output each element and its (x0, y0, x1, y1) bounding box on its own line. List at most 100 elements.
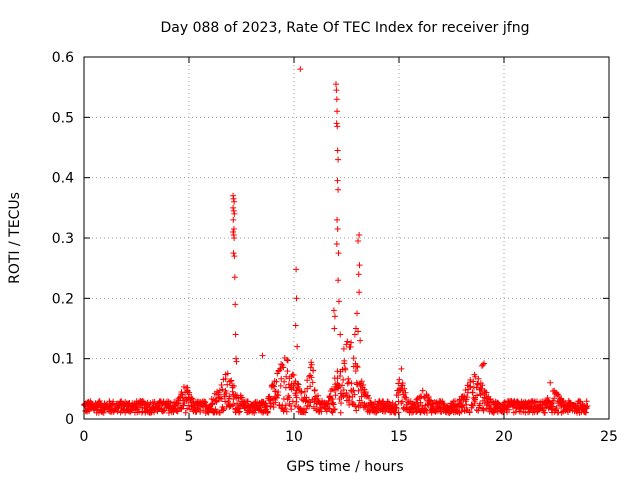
data-point (373, 408, 380, 415)
data-point (494, 400, 501, 407)
data-point (355, 328, 362, 335)
data-point (360, 382, 367, 389)
data-point (352, 360, 359, 367)
data-point (393, 404, 400, 411)
data-point (280, 364, 287, 371)
x-tick-label: 0 (80, 429, 89, 445)
data-point (209, 401, 216, 408)
data-point (283, 373, 290, 380)
data-point (230, 383, 237, 390)
data-point (340, 345, 347, 352)
data-point (270, 383, 277, 390)
data-point (100, 409, 107, 416)
data-point (334, 108, 341, 115)
data-point (345, 397, 352, 404)
data-point (491, 408, 498, 415)
data-point (451, 398, 458, 405)
data-point (281, 378, 288, 385)
data-point (333, 241, 340, 248)
data-point (364, 392, 371, 399)
data-point (342, 366, 349, 373)
data-point (220, 407, 227, 414)
data-point (463, 401, 470, 408)
data-point (439, 398, 446, 405)
data-point (330, 401, 337, 408)
data-point (282, 402, 289, 409)
data-point (334, 225, 341, 232)
x-tick-label: 25 (600, 429, 618, 445)
chart-title: Day 088 of 2023, Rate Of TEC Index for r… (161, 20, 530, 36)
data-point (230, 195, 237, 202)
data-point (460, 393, 467, 400)
y-tick-label: 0.4 (52, 171, 74, 187)
data-point (396, 376, 403, 383)
data-point (351, 331, 358, 338)
data-point (270, 382, 277, 389)
x-tick-label: 20 (495, 429, 513, 445)
data-point (355, 238, 362, 245)
data-point (356, 289, 363, 296)
data-point (186, 389, 193, 396)
data-point (231, 198, 238, 205)
data-point (213, 398, 220, 405)
data-point (188, 395, 195, 402)
data-point (332, 392, 339, 399)
data-point (343, 341, 350, 348)
data-point (584, 403, 591, 410)
data-point (218, 382, 225, 389)
data-point (422, 406, 429, 413)
data-point (183, 397, 190, 404)
data-point (246, 408, 253, 415)
data-point (343, 389, 350, 396)
x-axis-title: GPS time / hours (286, 459, 403, 475)
data-point (331, 313, 338, 320)
data-point (216, 394, 223, 401)
data-point (334, 381, 341, 388)
data-point (483, 389, 490, 396)
data-point (399, 380, 406, 387)
data-point (283, 408, 290, 415)
data-point (306, 403, 313, 410)
data-point (197, 409, 204, 416)
data-point (230, 216, 237, 223)
data-point (302, 409, 309, 416)
data-point (244, 398, 251, 405)
data-point (230, 207, 237, 214)
data-point (356, 231, 363, 238)
data-point (470, 378, 477, 385)
data-point (330, 407, 337, 414)
data-point (304, 377, 311, 384)
data-point (478, 362, 485, 369)
data-point (347, 343, 354, 350)
data-point (288, 406, 295, 413)
data-point (218, 395, 225, 402)
data-point (352, 325, 359, 332)
data-point (355, 387, 362, 394)
data-point (135, 406, 142, 413)
data-point (200, 407, 207, 414)
data-point (151, 409, 158, 416)
data-point (286, 394, 293, 401)
data-point (472, 373, 479, 380)
data-point (284, 357, 291, 364)
data-point (399, 398, 406, 405)
data-point (425, 393, 432, 400)
data-point (297, 66, 304, 73)
data-point (553, 405, 560, 412)
data-point (480, 361, 486, 368)
data-point (469, 389, 476, 396)
data-point (337, 372, 344, 379)
data-point (96, 397, 103, 404)
data-point (273, 394, 280, 401)
data-point (333, 81, 339, 88)
data-point (147, 409, 154, 416)
data-point (331, 406, 338, 413)
data-point (458, 403, 465, 410)
data-point (175, 400, 182, 407)
y-tick-labels: 0 0.1 0.2 0.3 0.4 0.5 0.6 (52, 50, 74, 428)
data-point (474, 392, 481, 399)
data-point (280, 395, 287, 402)
y-axis-title: ROTI / TECUs (7, 192, 23, 284)
y-tick-label: 0.1 (52, 352, 74, 368)
